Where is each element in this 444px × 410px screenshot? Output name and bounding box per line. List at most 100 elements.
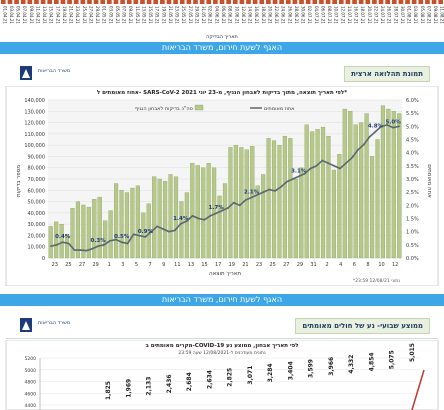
positivity-point — [262, 191, 265, 194]
top-strip-bar — [27, 0, 33, 4]
top-strip-bar — [259, 0, 265, 4]
positivity-point — [120, 241, 123, 244]
top-strip-date-label: 07.05.21 — [122, 6, 127, 24]
positivity-point — [50, 245, 52, 248]
positivity-annotation: 4.8% — [368, 124, 384, 130]
top-strip-bar — [166, 0, 172, 4]
positivity-point — [256, 193, 259, 196]
positivity-point — [286, 180, 288, 183]
test-count-bar — [277, 144, 282, 259]
x-tick-label: 29 — [92, 262, 98, 268]
top-strip-bar — [34, 0, 39, 4]
top-strip-bar — [232, 0, 238, 4]
top-strip-bar — [405, 0, 410, 4]
positivity-point — [150, 230, 153, 233]
top-strip-bar — [60, 0, 66, 4]
test-count-bar — [250, 146, 255, 259]
top-strip-bar — [20, 0, 26, 4]
positivity-point — [103, 243, 105, 246]
section2-tag: ממוצע שבועי- נע של חולים מאומתים — [295, 318, 430, 334]
positivity-point — [392, 126, 395, 129]
test-count-bar — [380, 105, 385, 259]
x-tick-label: 9 — [162, 262, 165, 268]
test-count-bar — [184, 192, 189, 259]
top-strip-date-label: 06.06.21 — [221, 6, 226, 24]
top-strip-bar — [7, 0, 13, 4]
ministry-logo-2 — [20, 318, 32, 332]
top-strip-bar — [332, 0, 337, 4]
moving-average-chart: מקרים מאומתים ב-COVID-19 לפי תאריך אבחון… — [5, 340, 439, 410]
chart2-frame — [5, 340, 439, 410]
positivity-annotation: 1.7% — [209, 205, 225, 211]
y2-tick-label: 1.5% — [406, 217, 419, 223]
test-count-bar — [135, 185, 140, 259]
positivity-point — [238, 204, 241, 207]
top-strip-date-label: 08.06.21 — [228, 6, 233, 24]
y2-tick-label: 5.0% — [406, 124, 419, 130]
positivity-point — [368, 135, 371, 138]
y2-tick-label: 4.5% — [406, 138, 419, 144]
positivity-point — [250, 196, 253, 199]
top-strip-bar — [391, 0, 397, 4]
top-strip-date-label: 01.05.21 — [102, 6, 107, 24]
positivity-point — [144, 236, 147, 238]
ministry-logo-text-2: משרד הבריאות — [38, 320, 71, 326]
top-strip-date-label: 11.05.21 — [135, 6, 140, 24]
positivity-point — [309, 167, 312, 170]
legend-bar-swatch — [194, 104, 204, 111]
positivity-point — [67, 242, 70, 245]
test-count-bar — [179, 201, 184, 259]
positivity-point — [168, 230, 170, 233]
test-count-bar — [75, 201, 81, 259]
test-count-bar — [97, 196, 102, 259]
test-count-bar — [342, 108, 347, 259]
x-tick-label: 12 — [392, 262, 398, 268]
top-strip-bar — [279, 0, 284, 4]
test-count-bar — [54, 221, 59, 259]
x-tick-label: 27 — [79, 262, 85, 268]
test-count-bar — [299, 167, 304, 259]
top-strip-bar — [100, 0, 106, 4]
test-count-bar — [124, 192, 130, 259]
top-strip-bar — [93, 0, 99, 4]
top-strip-date-label: 16.07.21 — [354, 6, 359, 24]
y-tick-label: 30,000 — [28, 222, 46, 228]
top-strip-bar — [179, 0, 185, 4]
x-tick-label: 17 — [215, 262, 221, 268]
top-strip-bar — [1, 0, 6, 4]
positivity-point — [333, 164, 336, 167]
positivity-annotation: 5.0% — [386, 120, 402, 126]
test-count-bar — [130, 187, 135, 259]
y2-axis-title: אחוז מאומתים — [426, 164, 432, 198]
test-count-bar — [168, 174, 173, 259]
y2-tick-label: 0.5% — [406, 243, 419, 249]
positivity-annotation: 2.1% — [244, 189, 260, 195]
top-strip-bar — [345, 0, 351, 4]
top-strip-date-label: 07.04.21 — [22, 6, 27, 24]
x-tick-label: 31 — [310, 262, 316, 268]
chart2-title: מקרים מאומתים ב-COVID-19 לפי תאריך אבחון… — [145, 343, 298, 349]
test-count-bar — [48, 226, 53, 259]
y-tick-label: 0 — [42, 256, 45, 262]
top-strip-date-label: 10.06.21 — [234, 6, 239, 24]
positivity-point — [339, 167, 341, 170]
positivity-point — [209, 214, 212, 217]
y-tick-label: 130,000 — [24, 109, 45, 115]
chart2-value-label: 1,825 — [105, 381, 112, 400]
y2-tick-label: 4.0% — [406, 151, 419, 157]
positivity-point — [73, 249, 76, 252]
x-tick-label: 27 — [283, 262, 289, 268]
top-strip-bar — [365, 0, 371, 4]
top-strip-date-label: 29.04.21 — [95, 6, 100, 24]
ministry-logo — [20, 66, 32, 80]
top-strip-date-label: 05.05.21 — [115, 6, 120, 24]
y-tick-label: 20,000 — [28, 233, 46, 239]
top-strip-date-label: 13.04.21 — [42, 6, 47, 24]
chart-title: אחוז מאומתים ל- SARS-CoV-2 לפי תאריך תוצ… — [97, 90, 347, 96]
top-strip-bar — [398, 0, 404, 4]
positivity-point — [114, 238, 117, 241]
top-strip-date-label: 30.06.21 — [301, 6, 306, 24]
top-strip-bar — [206, 0, 212, 4]
positivity-point — [244, 199, 247, 201]
positivity-point — [345, 162, 347, 165]
